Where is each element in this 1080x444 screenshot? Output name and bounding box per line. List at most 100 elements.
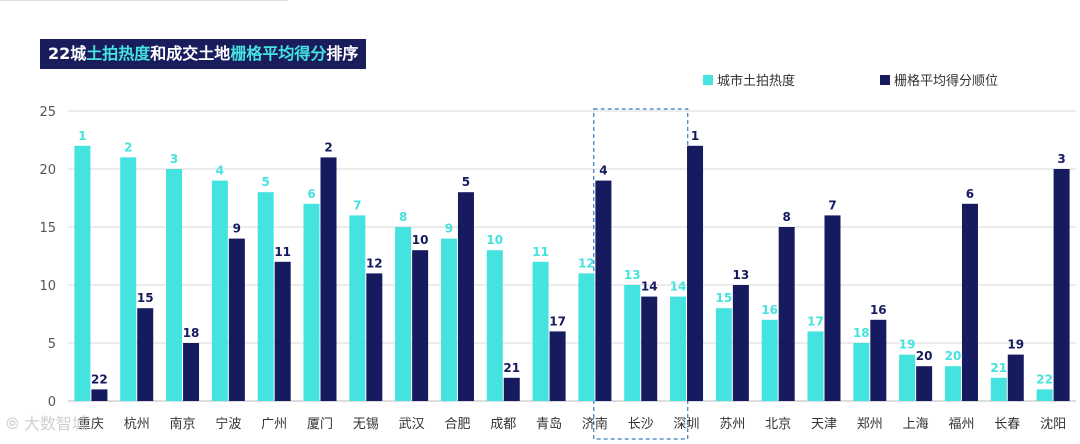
bar-grid-rank [732, 285, 749, 401]
bar-heat [486, 250, 503, 401]
bar-heat [1036, 389, 1053, 401]
data-label: 5 [262, 175, 270, 189]
x-tick-label: 天津 [811, 417, 837, 432]
x-tick-label: 杭州 [124, 417, 150, 432]
x-tick-label: 青岛 [536, 416, 562, 432]
data-label: 9 [233, 222, 241, 236]
bar-heat [715, 308, 732, 401]
bar-heat [761, 319, 778, 401]
data-label: 10 [412, 233, 429, 247]
title-part-5: 排序 [326, 44, 359, 63]
bar-heat [120, 157, 137, 401]
legend-swatch [880, 75, 890, 85]
x-tick-label: 郑州 [857, 417, 883, 432]
bar-grid-rank [274, 261, 291, 401]
data-label: 20 [945, 349, 962, 363]
x-tick-label: 重庆 [78, 416, 104, 432]
data-label: 11 [274, 245, 291, 259]
x-tick-label: 武汉 [399, 417, 425, 432]
y-tick-label: 0 [48, 395, 56, 410]
data-label: 1 [78, 129, 86, 143]
data-label: 16 [870, 303, 887, 317]
data-label: 6 [966, 187, 974, 201]
title-part-3: 和成交土地 [150, 44, 231, 63]
data-label: 19 [1007, 338, 1024, 352]
data-label: 6 [307, 187, 315, 201]
x-tick-label: 上海 [903, 417, 929, 432]
bar-grid-rank [137, 308, 154, 401]
x-tick-label: 南京 [170, 416, 196, 432]
bar-grid-rank [1053, 169, 1070, 401]
legend-label: 栅格平均得分顺位 [894, 73, 998, 89]
data-label: 11 [532, 245, 549, 259]
data-label: 13 [624, 268, 641, 282]
bar-heat [440, 238, 457, 401]
data-label: 21 [503, 361, 520, 375]
y-tick-label: 15 [39, 221, 56, 236]
data-label: 3 [170, 152, 178, 166]
bar-grid-rank [687, 145, 704, 401]
data-label: 2 [124, 140, 132, 154]
legend-label: 城市土拍热度 [717, 73, 795, 89]
bar-grid-rank [320, 157, 337, 401]
data-label: 1 [691, 129, 699, 143]
bar-grid-rank [824, 215, 841, 401]
title-part-2: 土拍热度 [86, 44, 151, 63]
x-tick-label: 无锡 [353, 417, 379, 432]
title-part-4: 栅格平均得分 [230, 44, 327, 63]
data-label: 14 [670, 280, 687, 294]
bar-heat [211, 180, 228, 401]
x-tick-label: 广州 [261, 417, 287, 432]
bar-heat [853, 343, 870, 401]
x-tick-label: 厦门 [307, 417, 333, 432]
x-tick-label: 成都 [490, 417, 516, 432]
x-tick-label: 苏州 [719, 416, 745, 432]
bar-heat [944, 366, 961, 401]
bar-heat [670, 296, 687, 401]
bar-grid-rank [549, 331, 566, 401]
data-label: 7 [828, 198, 836, 212]
data-label: 8 [783, 210, 791, 224]
bar-grid-rank [228, 238, 245, 401]
bar-grid-rank [503, 377, 520, 401]
bar-heat [990, 377, 1007, 401]
x-tick-label: 长沙 [628, 417, 654, 432]
bar-grid-rank [595, 180, 612, 401]
x-tick-label: 济南 [582, 416, 608, 432]
chart-title: 22城土拍热度和成交土地栅格平均得分排序 [40, 39, 367, 69]
data-label: 10 [486, 233, 503, 247]
data-label: 3 [1057, 152, 1065, 166]
bar-heat [578, 273, 595, 401]
data-label: 19 [899, 338, 916, 352]
bar-grid-rank [778, 227, 795, 401]
data-label: 9 [445, 222, 453, 236]
data-label: 22 [91, 372, 108, 386]
data-label: 16 [761, 303, 778, 317]
data-label: 2 [324, 140, 332, 154]
bar-grid-rank [412, 250, 429, 401]
bar-heat [303, 203, 320, 401]
y-tick-label: 5 [48, 337, 56, 352]
bar-grid-rank [183, 343, 200, 401]
x-tick-label: 北京 [765, 417, 791, 432]
bar-grid-rank [457, 192, 474, 401]
data-label: 18 [183, 326, 200, 340]
bar-grid-rank [961, 203, 978, 401]
data-label: 7 [353, 198, 361, 212]
watermark: ⦾ 大数智城 [6, 414, 88, 433]
data-label: 14 [641, 280, 658, 294]
data-label: 12 [366, 256, 383, 270]
title-part-1: 22城 [48, 44, 87, 63]
bar-heat [899, 354, 916, 401]
bar-grid-rank [916, 366, 933, 401]
bar-grid-rank [366, 273, 383, 401]
bar-heat [74, 145, 91, 401]
data-label: 22 [1036, 372, 1053, 386]
data-label: 8 [399, 210, 407, 224]
x-tick-label: 宁波 [215, 416, 241, 432]
data-label: 13 [733, 268, 750, 282]
x-tick-label: 深圳 [674, 417, 700, 432]
data-label: 20 [916, 349, 933, 363]
data-label: 4 [599, 164, 607, 178]
bar-grid-rank [1007, 354, 1024, 401]
